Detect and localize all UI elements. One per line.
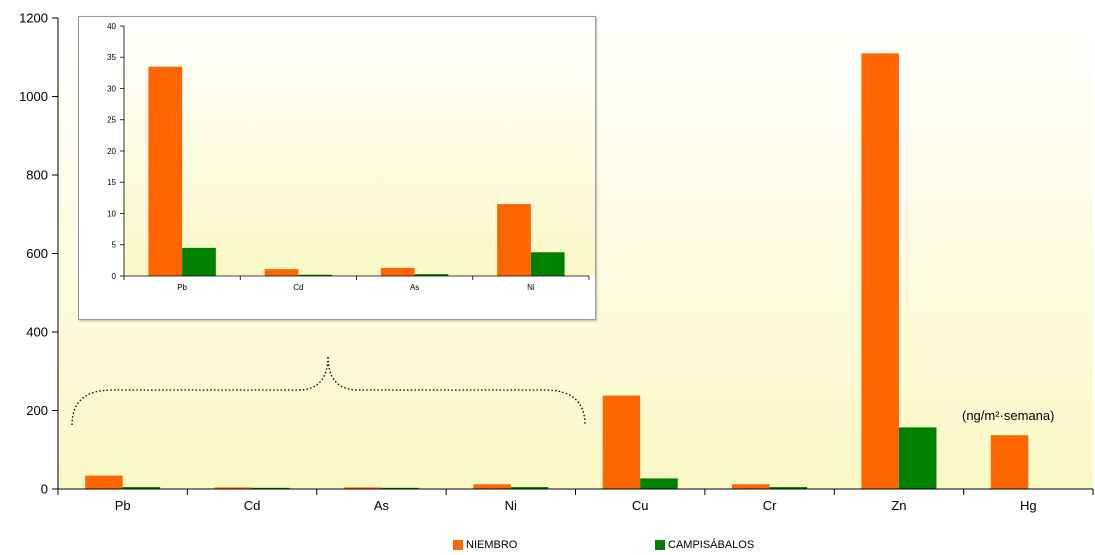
inset-x-tick-label-cd: Cd [293, 283, 303, 292]
legend-item-niembro: NIEMBRO [453, 539, 517, 551]
legend-item-campisabalos: CAMPISÁBALOS [655, 539, 754, 551]
inset-y-tick-label: 35 [107, 53, 116, 62]
legend-swatch-campisabalos [655, 540, 665, 550]
inset-bar-chart: 0 5 10 15 20 25 30 35 40 Pb Cd As Ni [107, 22, 595, 292]
inset-x-tick-label-pb: Pb [177, 283, 187, 292]
bar-campisabalos-ni [510, 487, 549, 489]
inset-y-tick-label: 0 [112, 272, 117, 281]
inset-bar-niembro-as [380, 267, 415, 276]
inset-y-tick-label: 40 [107, 22, 116, 31]
inset-bar-campisabalos-as [414, 274, 449, 276]
bar-campisabalos-pb [122, 487, 161, 489]
bar-niembro-pb [85, 475, 123, 489]
inset-bar-campisabalos-ni [530, 252, 565, 276]
y-tick-label: 1200 [19, 11, 48, 26]
inset-y-tick-label: 15 [107, 178, 116, 187]
inset-y-tick-label: 10 [107, 209, 116, 218]
inset-y-tick-label: 5 [112, 241, 117, 250]
x-tick-label-as: As [374, 498, 390, 513]
inset-bar-niembro-pb [148, 66, 183, 276]
legend-label-niembro: NIEMBRO [466, 539, 518, 551]
x-tick-label-hg: Hg [1020, 498, 1037, 513]
x-tick-label-pb: Pb [115, 498, 131, 513]
inset-x-tick-label-ni: Ni [527, 283, 535, 292]
y-tick-label: 1000 [19, 89, 48, 104]
x-tick-label-cu: Cu [632, 498, 649, 513]
bar-niembro-cd [214, 487, 253, 489]
bar-niembro-zn [861, 53, 899, 489]
legend-swatch-niembro [453, 540, 463, 550]
y-tick-label: 600 [26, 246, 48, 261]
bar-campisabalos-cd [252, 487, 290, 489]
inset-y-tick-label: 25 [107, 116, 116, 125]
inset-y-tick-label: 20 [107, 147, 116, 156]
inset-bar-campisabalos-pb [182, 247, 216, 276]
inset-bar-niembro-ni [497, 204, 531, 276]
bar-niembro-as [343, 487, 382, 489]
unit-annotation: (ng/m²·semana) [962, 408, 1055, 423]
bar-niembro-hg [990, 435, 1029, 489]
bar-niembro-ni [473, 484, 511, 489]
x-tick-label-cd: Cd [244, 498, 261, 513]
y-tick-label: 200 [26, 403, 48, 418]
inset-bar-niembro-cd [264, 269, 299, 276]
inset-chart-box: 0 5 10 15 20 25 30 35 40 Pb Cd As Ni [78, 16, 596, 320]
inset-y-tick-label: 30 [107, 84, 116, 93]
y-tick-label: 0 [41, 482, 48, 497]
x-tick-label-cr: Cr [763, 498, 777, 513]
x-tick-label-zn: Zn [891, 498, 906, 513]
inset-bar-campisabalos-cd [298, 274, 333, 276]
inset-x-tick-label-as: As [410, 283, 419, 292]
legend-label-campisabalos: CAMPISÁBALOS [668, 539, 755, 551]
bar-niembro-cu [602, 395, 641, 489]
bar-campisabalos-cu [640, 478, 678, 489]
y-tick-label: 800 [26, 168, 48, 183]
x-tick-label-ni: Ni [505, 498, 517, 513]
bar-campisabalos-cr [769, 487, 808, 489]
bar-campisabalos-as [381, 487, 419, 489]
bar-campisabalos-zn [898, 427, 937, 489]
bar-niembro-cr [732, 484, 770, 489]
y-tick-label: 400 [26, 325, 48, 340]
